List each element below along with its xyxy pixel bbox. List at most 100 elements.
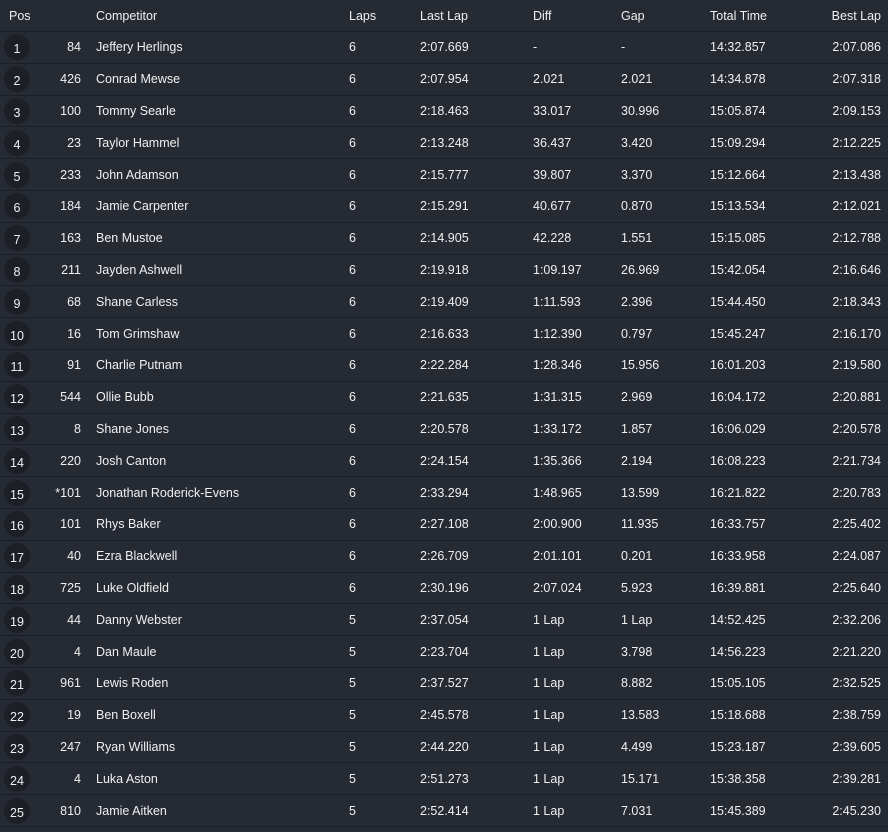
position-cell: 21 xyxy=(0,667,47,700)
position-badge: 10 xyxy=(4,320,30,347)
total-time: 15:45.389 xyxy=(710,794,810,827)
table-row[interactable]: 20 4 Dan Maule 5 2:23.704 1 Lap 3.798 14:56.223… xyxy=(0,635,888,668)
table-row[interactable]: 6 184 Jamie Carpenter 6 2:15.291 40.677 0.870 1… xyxy=(0,190,888,223)
table-row[interactable]: 12 544 Ollie Bubb 6 2:21.635 1:31.315 2.969 16:… xyxy=(0,381,888,414)
table-row[interactable]: 16 101 Rhys Baker 6 2:27.108 2:00.900 11.935 16… xyxy=(0,508,888,541)
position-badge: 23 xyxy=(4,733,30,760)
best-lap: 2:20.783 xyxy=(810,476,888,509)
position-cell: 11 xyxy=(0,349,47,382)
table-row[interactable]: 4 23 Taylor Hammel 6 2:13.248 36.437 3.420 15:0… xyxy=(0,126,888,160)
header-diff[interactable]: Diff xyxy=(533,0,621,32)
table-row[interactable]: 19 44 Danny Webster 5 2:37.054 1 Lap 1 Lap 14:5… xyxy=(0,603,888,637)
last-lap: 2:15.777 xyxy=(420,158,533,191)
competitor-name: Ollie Bubb xyxy=(81,381,349,414)
laps: 6 xyxy=(349,317,420,350)
diff: 1:12.390 xyxy=(533,317,621,350)
total-time: 15:23.187 xyxy=(710,731,810,764)
competitor-name: Jamie Aitken xyxy=(81,794,349,827)
table-row[interactable]: 17 40 Ezra Blackwell 6 2:26.709 2:01.101 0.201… xyxy=(0,540,888,573)
laps: 6 xyxy=(349,381,420,414)
position-cell: 9 xyxy=(0,285,47,319)
header-last-lap[interactable]: Last Lap xyxy=(420,0,533,32)
competitor-name: Shane Jones xyxy=(81,413,349,446)
table-row[interactable]: 3 100 Tommy Searle 6 2:18.463 33.017 30.996 15:… xyxy=(0,95,888,128)
total-time: 16:21.822 xyxy=(710,476,810,509)
position-cell: 6 xyxy=(0,190,47,223)
table-row[interactable]: 22 19 Ben Boxell 5 2:45.578 1 Lap 13.583 15:18.… xyxy=(0,699,888,732)
position-badge: 6 xyxy=(4,193,30,220)
table-row[interactable]: 10 16 Tom Grimshaw 6 2:16.633 1:12.390 0.797 15… xyxy=(0,317,888,350)
gap: 26.969 xyxy=(621,254,710,287)
table-row[interactable]: 24 4 Luka Aston 5 2:51.273 1 Lap 15.171 15:38.3… xyxy=(0,762,888,796)
rider-number: 220 xyxy=(47,444,81,478)
table-row[interactable]: 2 426 Conrad Mewse 6 2:07.954 2.021 2.021 14:34… xyxy=(0,63,888,96)
last-lap: 2:23.704 xyxy=(420,635,533,668)
header-total-time[interactable]: Total Time xyxy=(710,0,810,32)
competitor-name: Luka Aston xyxy=(81,762,349,796)
competitor-name: Ezra Blackwell xyxy=(81,540,349,573)
position-cell: 16 xyxy=(0,508,47,541)
header-pos[interactable]: Pos xyxy=(0,0,47,32)
rider-number: 426 xyxy=(47,63,81,96)
table-row[interactable]: 18 725 Luke Oldfield 6 2:30.196 2:07.024 5.923… xyxy=(0,572,888,605)
competitor-name: Lewis Roden xyxy=(81,667,349,700)
table-row[interactable]: 23 247 Ryan Williams 5 2:44.220 1 Lap 4.499 15:… xyxy=(0,731,888,764)
table-row[interactable]: 9 68 Shane Carless 6 2:19.409 1:11.593 2.396 15… xyxy=(0,285,888,319)
diff: 1:11.593 xyxy=(533,285,621,319)
last-lap: 2:20.578 xyxy=(420,413,533,446)
last-lap: 2:45.578 xyxy=(420,699,533,732)
rider-number: 101 xyxy=(47,508,81,541)
total-time: 15:09.294 xyxy=(710,126,810,160)
laps: 6 xyxy=(349,222,420,255)
gap: 15.171 xyxy=(621,762,710,796)
header-gap[interactable]: Gap xyxy=(621,0,710,32)
best-lap: 2:07.086 xyxy=(810,31,888,64)
gap: 3.370 xyxy=(621,158,710,191)
table-row[interactable]: 5 233 John Adamson 6 2:15.777 39.807 3.370 15:1… xyxy=(0,158,888,191)
laps: 6 xyxy=(349,349,420,382)
diff: 1:31.315 xyxy=(533,381,621,414)
position-cell: 22 xyxy=(0,699,47,732)
total-time: 16:33.757 xyxy=(710,508,810,541)
gap: 0.797 xyxy=(621,317,710,350)
position-badge: 7 xyxy=(4,225,30,252)
table-row[interactable]: 15 *101 Jonathan Roderick-Evens 6 2:33.294 1:… xyxy=(0,476,888,509)
table-row[interactable]: 14 220 Josh Canton 6 2:24.154 1:35.366 2.194 16… xyxy=(0,444,888,478)
laps: 5 xyxy=(349,603,420,637)
header-laps[interactable]: Laps xyxy=(349,0,420,32)
total-time: 15:18.688 xyxy=(710,699,810,732)
table-row[interactable]: 25 810 Jamie Aitken 5 2:52.414 1 Lap 7.031 15:4… xyxy=(0,794,888,827)
diff: - xyxy=(533,31,621,64)
gap: 13.583 xyxy=(621,699,710,732)
position-cell: 7 xyxy=(0,222,47,255)
total-time: 14:34.878 xyxy=(710,63,810,96)
gap: 4.499 xyxy=(621,731,710,764)
last-lap: 2:18.463 xyxy=(420,95,533,128)
position-cell: 10 xyxy=(0,317,47,350)
table-row[interactable]: 1 84 Jeffery Herlings 6 2:07.669- -14:32.857 2… xyxy=(0,31,888,64)
gap: 7.031 xyxy=(621,794,710,827)
table-row[interactable]: 13 8 Shane Jones 6 2:20.578 1:33.172 1.857 16:0… xyxy=(0,413,888,446)
diff: 40.677 xyxy=(533,190,621,223)
position-cell: 20 xyxy=(0,635,47,668)
total-time: 14:52.425 xyxy=(710,603,810,637)
diff: 1:35.366 xyxy=(533,444,621,478)
rider-number: 40 xyxy=(47,540,81,573)
rider-number: 211 xyxy=(47,254,81,287)
gap: 13.599 xyxy=(621,476,710,509)
table-row[interactable]: 11 91 Charlie Putnam 6 2:22.284 1:28.346 15.95… xyxy=(0,349,888,382)
position-badge: 15 xyxy=(4,479,30,506)
header-best-lap[interactable]: Best Lap xyxy=(810,0,888,32)
position-badge: 21 xyxy=(4,670,30,697)
best-lap: 2:20.881 xyxy=(810,381,888,414)
table-row[interactable]: 8 211 Jayden Ashwell 6 2:19.918 1:09.197 26.96… xyxy=(0,254,888,287)
position-badge: 20 xyxy=(4,638,30,665)
header-number xyxy=(47,0,81,32)
table-row[interactable]: 21 961 Lewis Roden 5 2:37.527 1 Lap 8.882 15:05… xyxy=(0,667,888,700)
table-row[interactable]: 7 163 Ben Mustoe 6 2:14.905 42.228 1.551 15:15.… xyxy=(0,222,888,255)
header-competitor[interactable]: Competitor xyxy=(81,0,349,32)
gap: 3.798 xyxy=(621,635,710,668)
competitor-name: Ben Boxell xyxy=(81,699,349,732)
position-cell: 3 xyxy=(0,95,47,128)
competitor-name: Jayden Ashwell xyxy=(81,254,349,287)
